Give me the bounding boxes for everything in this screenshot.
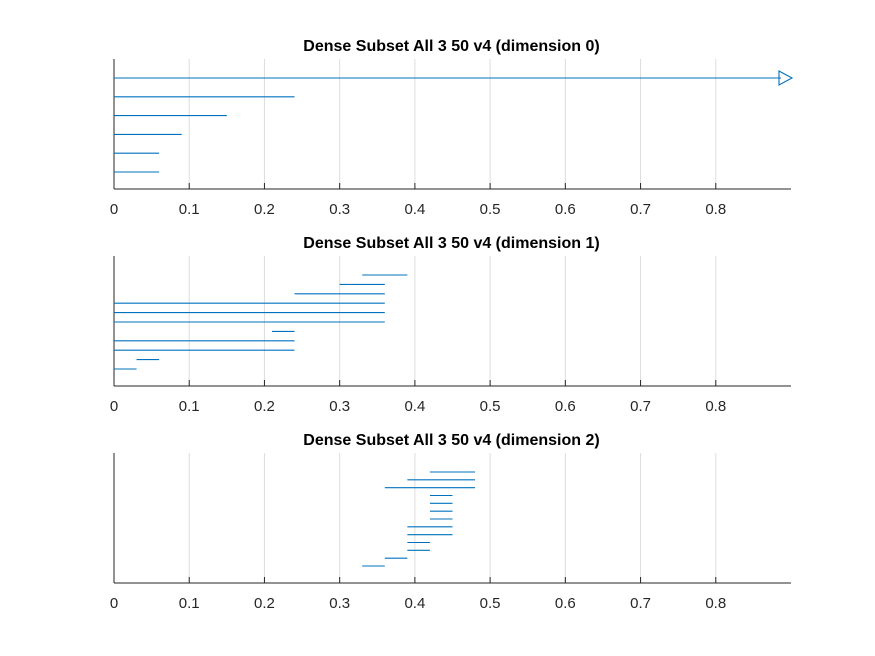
- x-tick-label: 0.6: [555, 398, 576, 415]
- x-tick-label: 0.1: [179, 595, 200, 612]
- x-tick-label: 0.1: [179, 201, 200, 218]
- chart-panel-2: 0 0.1 0.2 0.3 0.4 0.5 0.6 0.7 0.8 Dense Subset Al…: [110, 432, 791, 612]
- x-tick-label: 0: [110, 595, 118, 612]
- x-tick-label: 0.2: [254, 595, 275, 612]
- x-tick-label: 0.7: [630, 201, 651, 218]
- x-tick-label: 0.3: [329, 595, 350, 612]
- x-tick-label: 0.4: [404, 201, 425, 218]
- x-tick-label: 0.1: [179, 398, 200, 415]
- x-tick-label: 0.7: [630, 398, 651, 415]
- x-tick-label: 0: [110, 201, 118, 218]
- x-tick-label: 0.5: [480, 201, 501, 218]
- chart-panel-1: 0 0.1 0.2 0.3 0.4 0.5 0.6 0.7 0.8 Dense Subset Al…: [110, 235, 791, 415]
- x-tick-label: 0.7: [630, 595, 651, 612]
- chart-title: Dense Subset All 3 50 v4 (dimension 1): [303, 235, 599, 252]
- x-tick-label: 0.4: [404, 595, 425, 612]
- x-tick-label: 0.8: [705, 201, 726, 218]
- x-tick-label: 0.6: [555, 595, 576, 612]
- x-tick-label: 0.8: [705, 595, 726, 612]
- x-tick-label: 0.6: [555, 201, 576, 218]
- x-tick-label: 0.3: [329, 398, 350, 415]
- x-tick-label: 0.4: [404, 398, 425, 415]
- x-tick-label: 0.5: [480, 398, 501, 415]
- chart-title: Dense Subset All 3 50 v4 (dimension 2): [303, 432, 599, 449]
- chart-panel-0: 0 0.1 0.2 0.3 0.4 0.5 0.6 0.7 0.8 Dense Subset Al…: [110, 38, 794, 218]
- x-tick-label: 0: [110, 398, 118, 415]
- x-tick-label: 0.2: [254, 398, 275, 415]
- x-tick-label: 0.5: [480, 595, 501, 612]
- x-tick-label: 0.2: [254, 201, 275, 218]
- x-tick-label: 0.3: [329, 201, 350, 218]
- infinity-arrow-icon: [778, 70, 794, 86]
- x-tick-label: 0.8: [705, 398, 726, 415]
- chart-title: Dense Subset All 3 50 v4 (dimension 0): [303, 38, 599, 55]
